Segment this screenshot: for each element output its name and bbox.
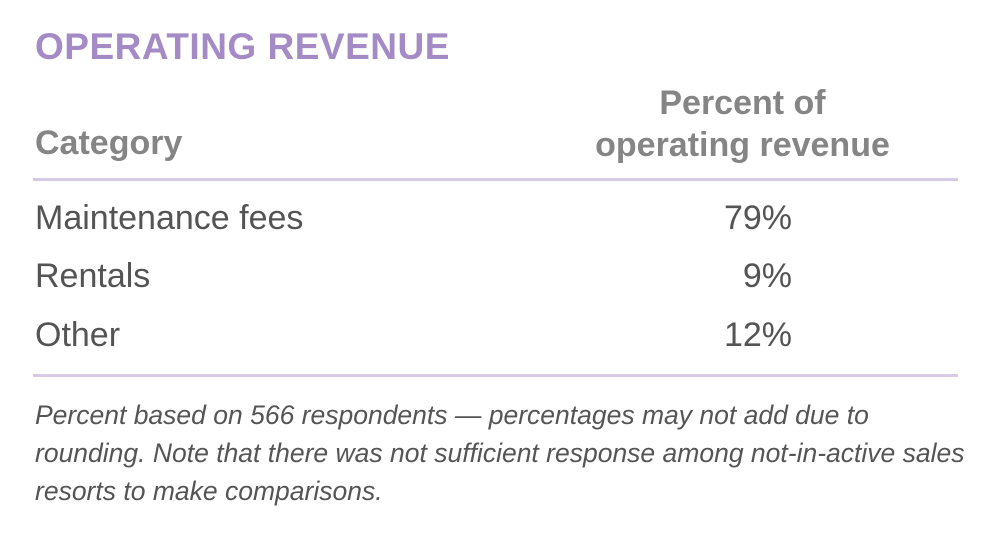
row-value: 79% xyxy=(723,199,792,237)
column-header-category: Category xyxy=(35,124,183,162)
header-line-1: Percent of xyxy=(659,84,826,122)
bottom-rule xyxy=(33,374,958,377)
row-category: Rentals xyxy=(35,257,151,295)
table-title: OPERATING REVENUE xyxy=(35,26,450,67)
header-line-2: operating revenue xyxy=(595,126,890,164)
row-value: 9% xyxy=(742,257,792,295)
column-header-percent: Percent of operating revenue xyxy=(540,82,945,166)
header-rule xyxy=(33,178,958,181)
row-category: Maintenance fees xyxy=(35,199,304,237)
row-value: 12% xyxy=(723,316,792,354)
row-category: Other xyxy=(35,316,121,354)
footnote: Percent based on 566 respondents — perce… xyxy=(35,400,965,506)
